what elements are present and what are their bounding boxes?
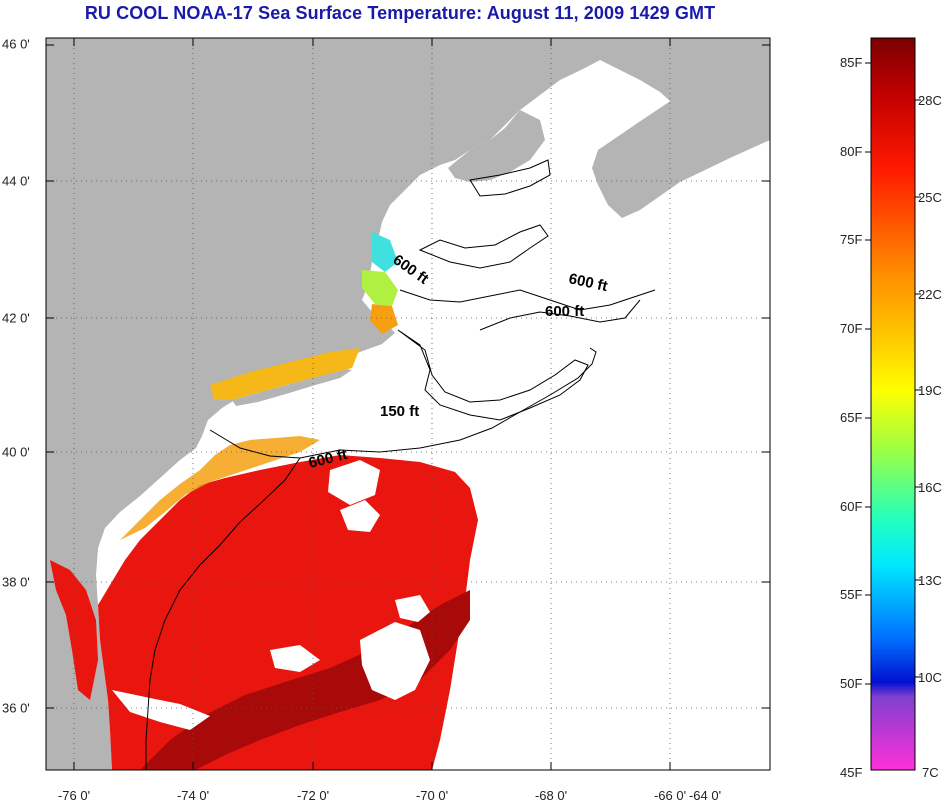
grid-lines: [46, 38, 770, 770]
sst-mid-water: [120, 436, 320, 540]
colorbar-c-label: 10C: [918, 670, 942, 685]
depth-label: 600 ft: [545, 303, 584, 320]
cloud-patch: [270, 645, 320, 672]
sst-gulf-of-maine: [362, 270, 398, 306]
sst-gulf-of-maine: [370, 304, 398, 334]
cloud-patch: [112, 690, 210, 730]
colorbar-f-label: 45F: [840, 765, 863, 780]
contour-600ft-shelf: [145, 457, 301, 770]
colorbar-f-label: 80F: [840, 144, 863, 159]
lon-label: -72 0': [297, 788, 329, 803]
map-title: RU COOL NOAA-17 Sea Surface Temperature:…: [84, 3, 716, 23]
land-nova-scotia: [592, 80, 770, 218]
lon-label: -70 0': [416, 788, 448, 803]
colorbar-f-label: 85F: [840, 55, 863, 70]
cloud-patch: [328, 460, 380, 505]
colorbar-f-label: 70F: [840, 321, 863, 336]
bathymetry-contours: [145, 159, 656, 770]
frame-ticks: [46, 38, 770, 770]
land-long-island: [232, 368, 352, 406]
lon-label: -76 0': [58, 788, 90, 803]
lat-label: 38 0': [2, 574, 30, 589]
sst-gulf-stream: [140, 590, 470, 770]
colorbar-ticks: [865, 62, 921, 685]
contour-600ft: [209, 347, 597, 459]
lat-label: 36 0': [2, 700, 30, 715]
chesapeake-bay: [50, 560, 98, 700]
colorbar-c-label: 28C: [918, 93, 942, 108]
colorbar-f-label: 50F: [840, 676, 863, 691]
cloud-patch: [395, 595, 430, 622]
sst-gulf-of-maine: [372, 232, 398, 272]
colorbar-c-label: 19C: [918, 383, 942, 398]
colorbar-f-label: 75F: [840, 232, 863, 247]
lat-label: 44 0': [2, 173, 30, 188]
land-maine: [448, 110, 545, 182]
land-us-coast: [46, 38, 770, 770]
lon-label: -64 0': [689, 788, 721, 803]
depth-label: 150 ft: [380, 403, 419, 420]
colorbar-c-label: 25C: [918, 190, 942, 205]
colorbar-c-label: 13C: [918, 573, 942, 588]
cloud-patch: [360, 622, 430, 700]
lat-label: 42 0': [2, 310, 30, 325]
lat-label: 46 0': [2, 36, 30, 51]
colorbar-f-label: 55F: [840, 587, 863, 602]
contour-inner: [469, 159, 551, 197]
lat-label: 40 0': [2, 444, 30, 459]
colorbar: [870, 37, 916, 771]
lon-label: -74 0': [177, 788, 209, 803]
lon-label: -66 0': [654, 788, 686, 803]
sst-south-ne: [210, 348, 360, 400]
contour-600ft-gom: [399, 289, 656, 311]
contour-inner: [418, 224, 549, 269]
lon-label: -68 0': [535, 788, 567, 803]
colorbar-f-label: 65F: [840, 410, 863, 425]
cloud-patch: [340, 500, 380, 532]
contour-600ft-georges: [479, 299, 641, 331]
colorbar-f-label: 60F: [840, 499, 863, 514]
colorbar-c-label: 7C: [922, 765, 939, 780]
colorbar-c-label: 22C: [918, 287, 942, 302]
colorbar-c-label: 16C: [918, 480, 942, 495]
